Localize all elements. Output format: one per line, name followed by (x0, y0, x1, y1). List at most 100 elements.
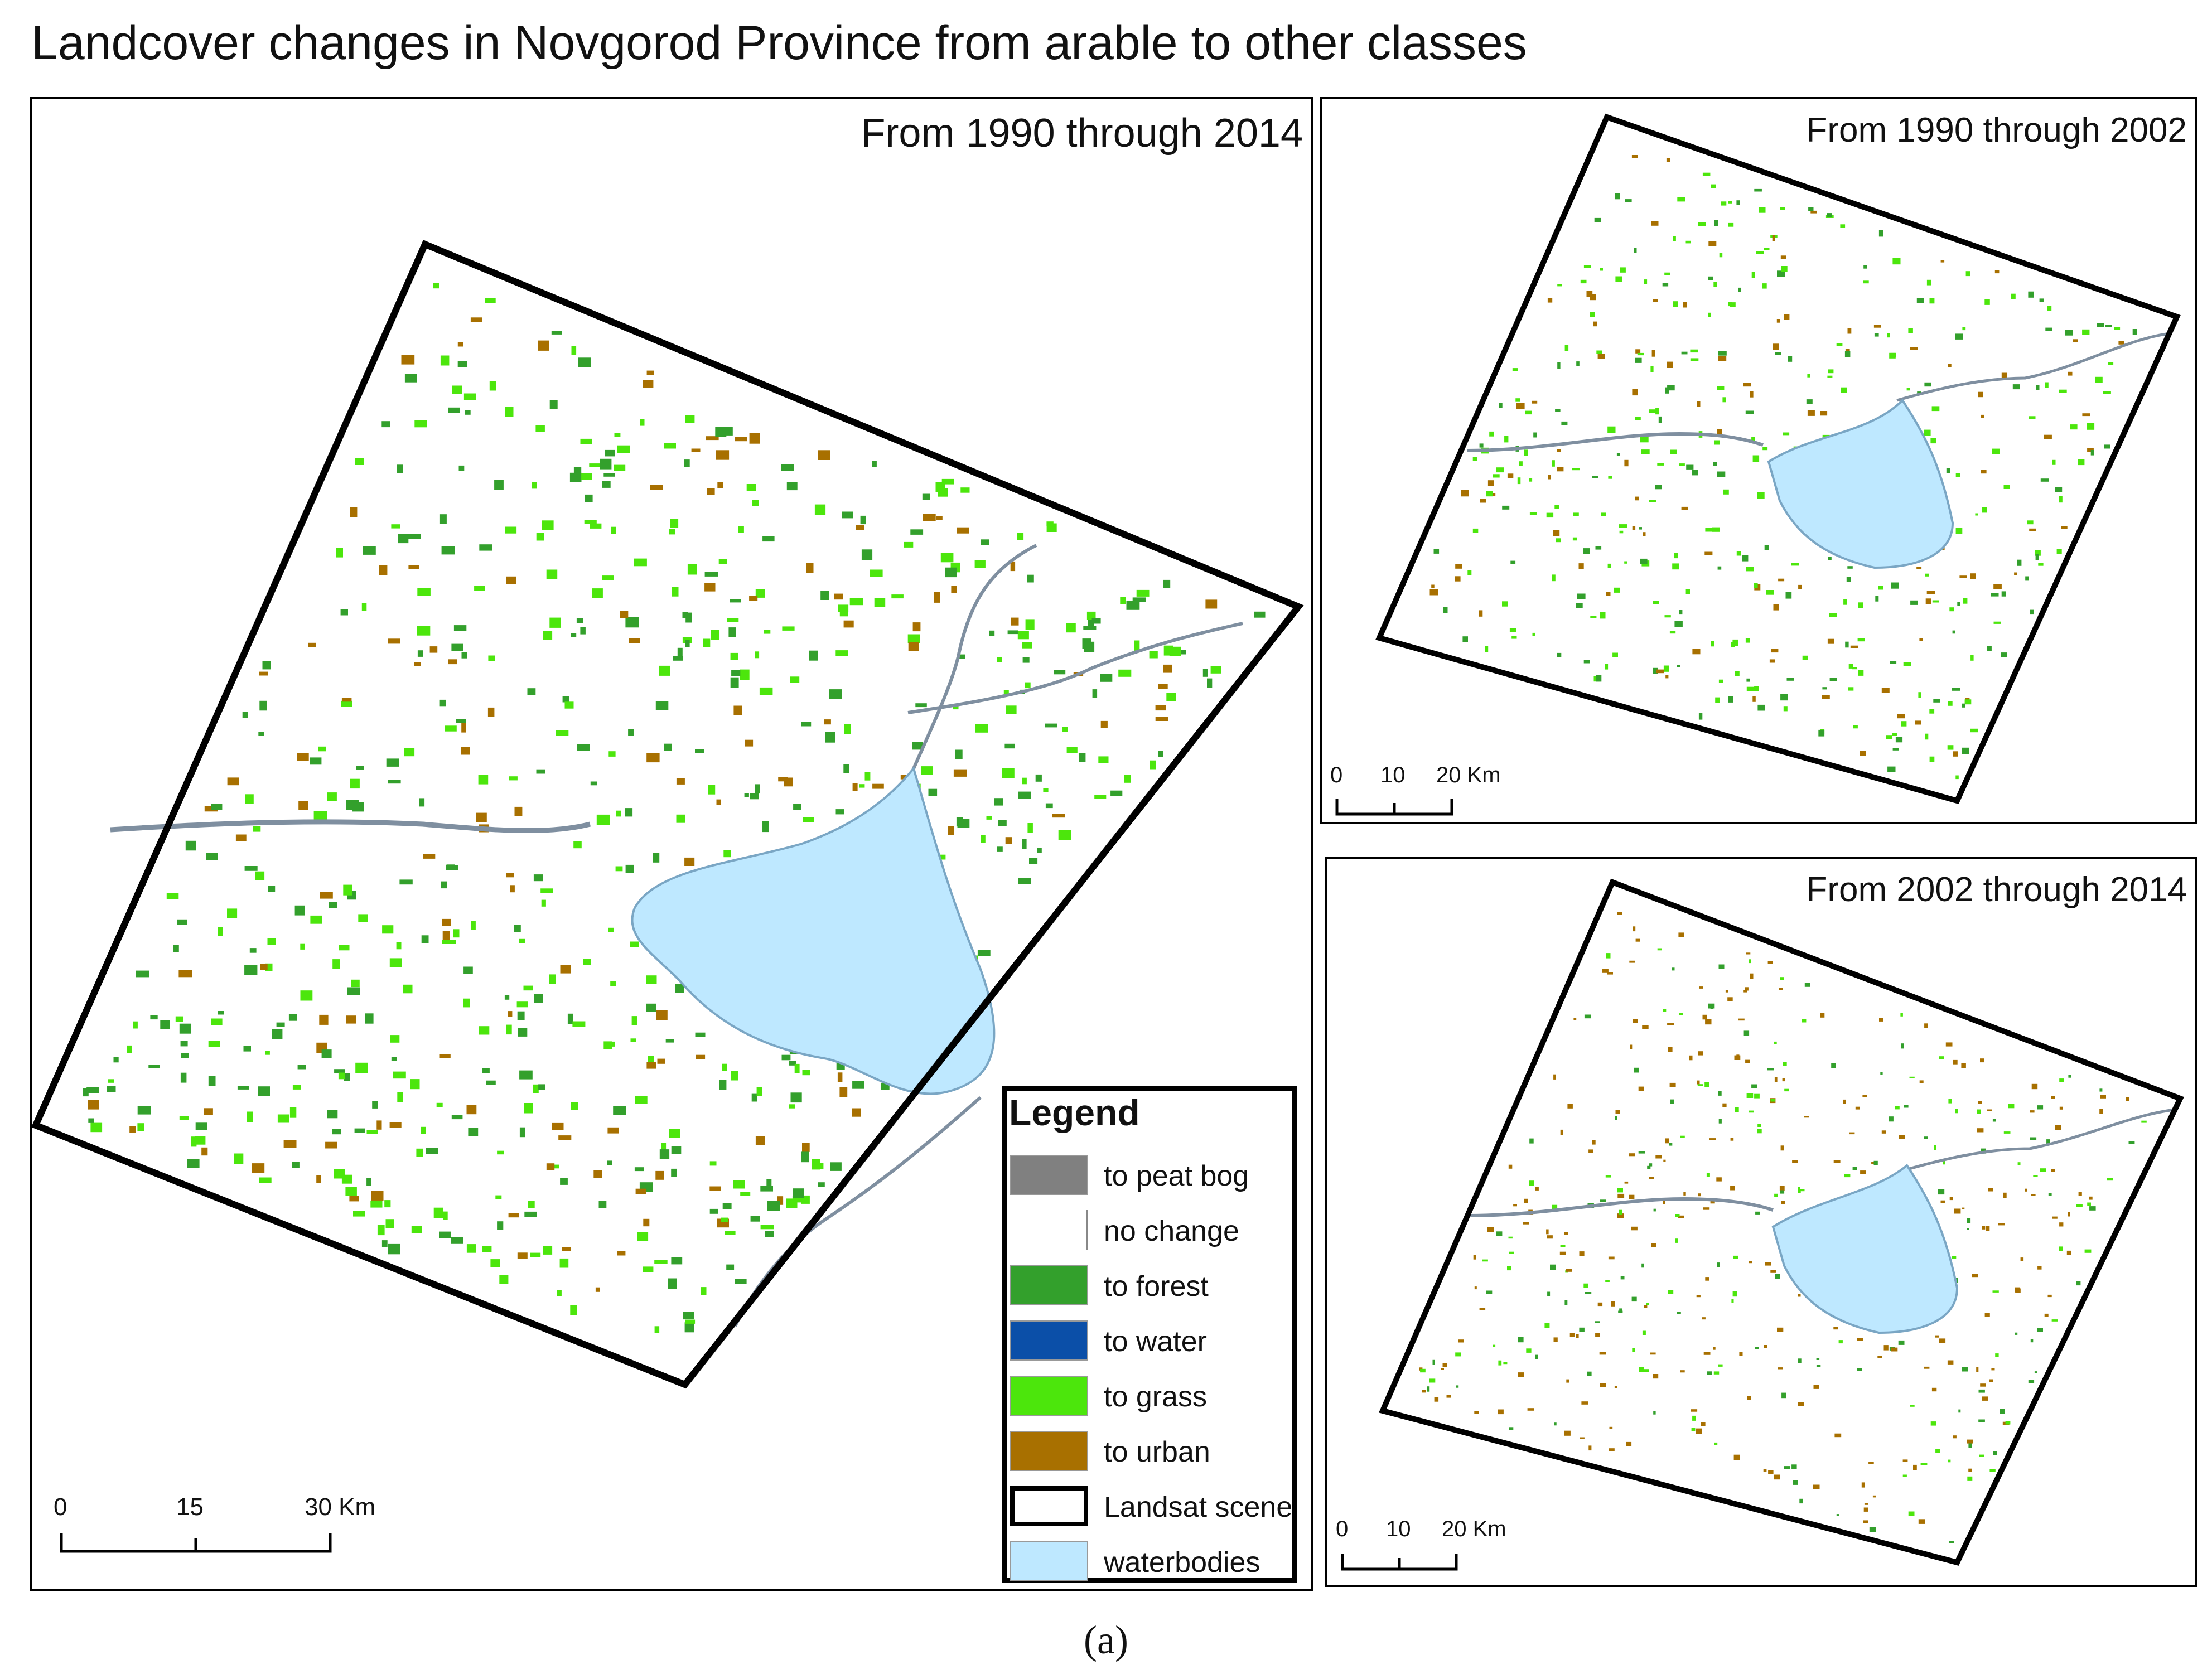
change-patch (1742, 555, 1749, 562)
change-patch (735, 437, 747, 442)
change-patch (536, 769, 545, 774)
change-patch (2056, 549, 2062, 554)
change-patch (227, 777, 239, 786)
change-patch (1776, 319, 1780, 323)
change-patch (616, 810, 621, 817)
change-patch (2078, 1192, 2082, 1196)
change-patch (487, 707, 495, 717)
change-patch (2051, 1169, 2055, 1172)
change-patch (891, 594, 904, 599)
change-patch (1086, 611, 1096, 620)
change-patch (421, 1126, 426, 1134)
change-patch (1606, 592, 1611, 596)
change-patch (408, 565, 419, 569)
change-patch (1981, 470, 1987, 474)
change-patch (2047, 1294, 2052, 1298)
change-patch (1507, 1266, 1511, 1271)
change-patch (259, 671, 268, 676)
change-patch (670, 519, 679, 528)
change-patch (1910, 1405, 1915, 1407)
change-patch (1677, 665, 1680, 667)
change-patch (1639, 1367, 1644, 1372)
change-patch (1863, 1520, 1868, 1523)
change-patch (1813, 1385, 1819, 1389)
change-patch (904, 541, 914, 548)
change-patch (1100, 674, 1113, 682)
change-patch (453, 625, 467, 631)
change-patch (1705, 1277, 1709, 1281)
change-patch (1668, 1290, 1674, 1294)
change-patch (715, 427, 727, 437)
change-patch (474, 586, 485, 591)
change-patch (439, 514, 447, 524)
change-patch (1017, 631, 1029, 640)
change-patch (1910, 347, 1918, 350)
change-patch (2047, 306, 2052, 311)
change-patch (2118, 341, 2124, 345)
change-patch (1946, 468, 1950, 473)
change-patch (1535, 1187, 1539, 1191)
change-patch (235, 834, 247, 841)
change-patch (577, 744, 590, 751)
change-patch (1771, 649, 1779, 653)
change-patch (948, 826, 954, 835)
change-patch (1751, 1084, 1757, 1088)
change-patch (610, 981, 616, 986)
change-patch (1592, 476, 1598, 478)
change-patch (1939, 1056, 1944, 1059)
change-patch (234, 1153, 244, 1164)
change-patch (1947, 745, 1954, 750)
change-patch (1509, 1427, 1514, 1430)
change-patch (1691, 1428, 1696, 1431)
change-patch (1877, 1356, 1882, 1358)
change-patch (439, 1054, 451, 1058)
change-patch (2046, 1139, 2050, 1144)
change-patch (1930, 438, 1936, 444)
change-patch (740, 669, 750, 680)
change-patch (1446, 1395, 1451, 1398)
scale-tick-label: 15 (176, 1493, 204, 1521)
change-patch (1707, 1371, 1712, 1375)
change-patch (635, 1096, 648, 1104)
change-patch (1620, 267, 1626, 273)
change-patch (764, 630, 771, 634)
change-patch (784, 777, 793, 787)
change-patch (2051, 1096, 2055, 1099)
change-patch (451, 1237, 463, 1244)
change-patch (1708, 1003, 1715, 1009)
change-patch (1583, 660, 1590, 664)
change-patch (208, 1076, 216, 1086)
change-patch (1718, 679, 1723, 683)
change-patch (1735, 671, 1740, 676)
change-patch (646, 1062, 656, 1069)
change-patch (1699, 986, 1703, 989)
change-patch (2031, 1083, 2038, 1090)
change-patch (452, 385, 462, 394)
change-patch (419, 798, 425, 807)
change-patch (671, 1168, 677, 1177)
change-patch (1480, 499, 1486, 503)
change-patch (388, 1243, 400, 1255)
change-patch (1918, 692, 1921, 698)
legend-swatch (1010, 1376, 1088, 1416)
change-patch (598, 1201, 607, 1208)
change-patch (1631, 1226, 1638, 1231)
change-patch (818, 1182, 825, 1187)
change-patch (923, 514, 936, 521)
change-patch (1629, 1194, 1635, 1199)
change-patch (1594, 217, 1601, 222)
scale-tick-label: 0 (54, 1493, 67, 1521)
change-patch (592, 588, 603, 598)
change-patch (1955, 528, 1963, 534)
change-patch (1886, 735, 1892, 739)
change-patch (1512, 368, 1518, 371)
change-patch (1472, 457, 1477, 461)
change-patch (781, 464, 794, 471)
change-patch (298, 801, 308, 810)
change-patch (814, 504, 826, 515)
change-patch (433, 283, 439, 289)
change-patch (297, 753, 309, 761)
scale-tick-label: 0 (1330, 763, 1343, 787)
change-patch (1755, 1211, 1760, 1215)
change-patch (1783, 706, 1788, 712)
